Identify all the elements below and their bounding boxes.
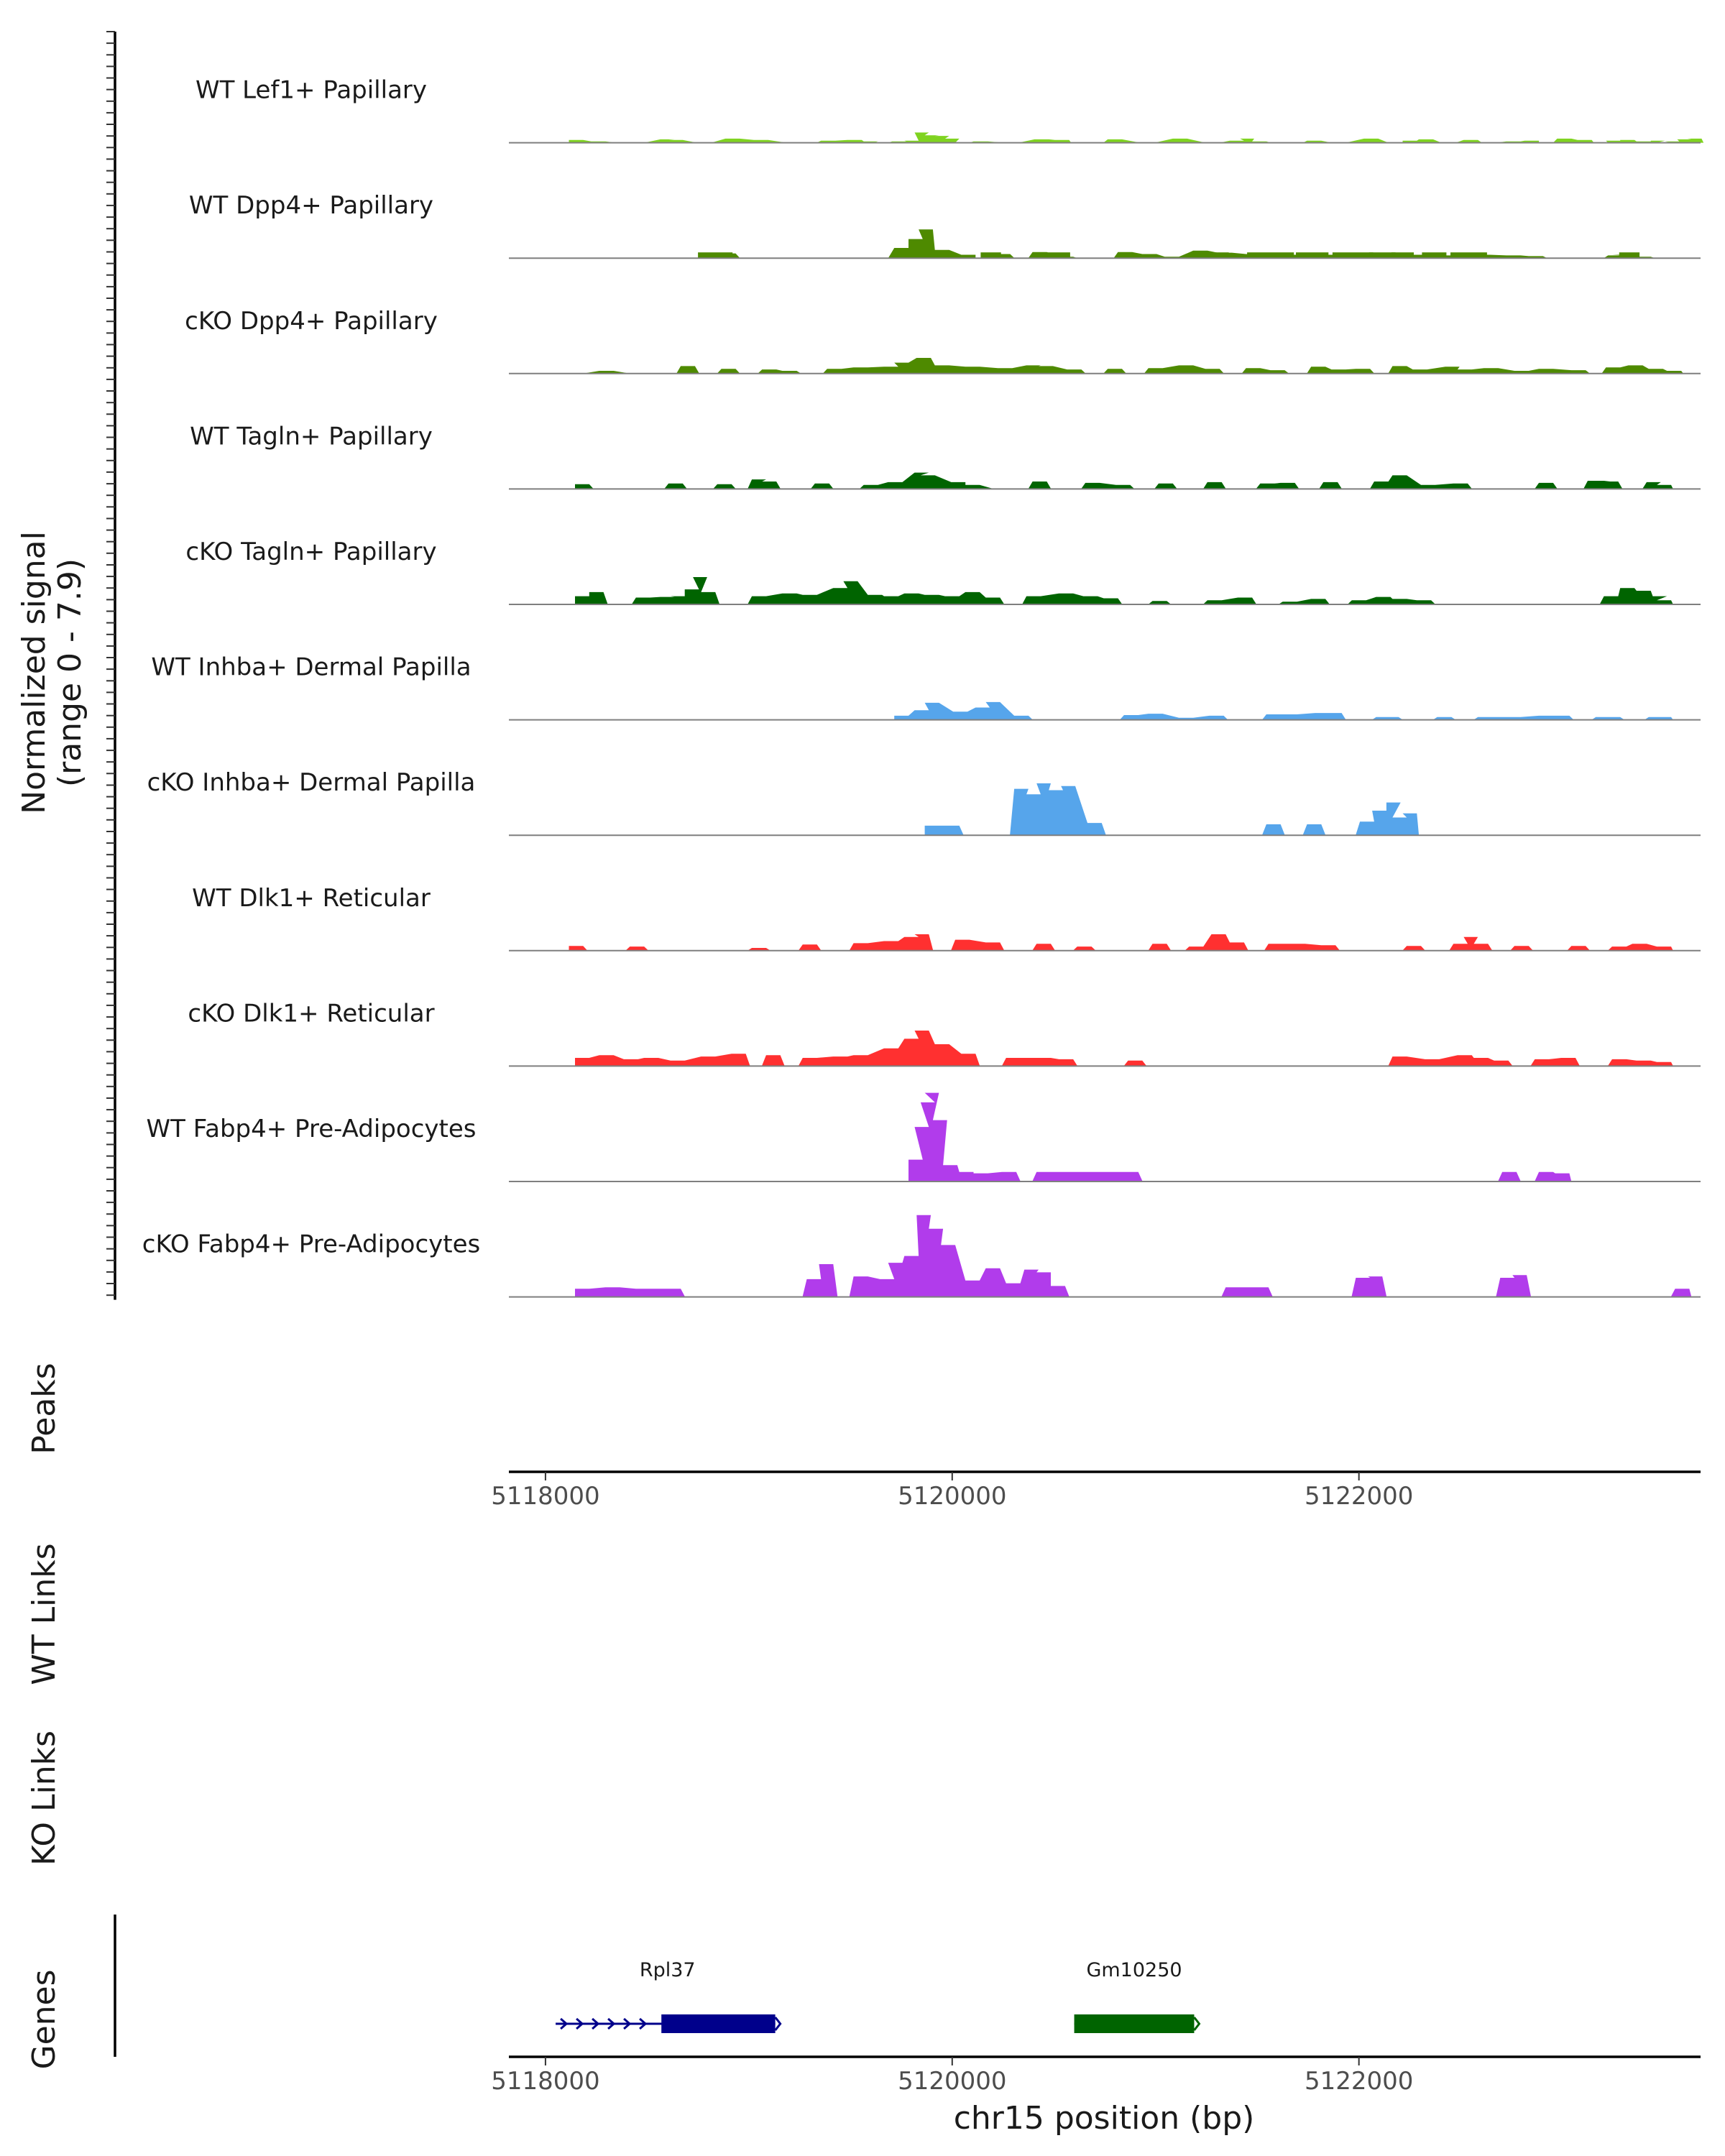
coverage-area bbox=[575, 472, 1673, 489]
coverage-segment bbox=[1200, 252, 1229, 259]
track-cko-tagln-papillary: cKO Tagln+ Papillary bbox=[185, 538, 1701, 605]
coverage-segment bbox=[980, 252, 1001, 259]
coverage-segment bbox=[1296, 252, 1329, 259]
strand-arrow bbox=[576, 2017, 584, 2030]
strand-arrow bbox=[607, 2017, 616, 2030]
gene-exon bbox=[661, 2014, 776, 2033]
gene-label: Rpl37 bbox=[640, 1959, 696, 1981]
coverage-area bbox=[894, 701, 1673, 720]
track-label: cKO Dlk1+ Reticular bbox=[188, 999, 434, 1028]
genes-x-axis: 5118000 5120000 5122000 bbox=[491, 2055, 1701, 2096]
x-tick-label: 5122000 bbox=[1305, 1482, 1413, 1511]
track-wt-dpp4-papillary: WT Dpp4+ Papillary bbox=[189, 191, 1701, 259]
track-label: WT Tagln+ Papillary bbox=[190, 422, 433, 451]
track-label: cKO Inhba+ Dermal Papilla bbox=[147, 768, 476, 797]
coverage-area bbox=[701, 229, 1694, 259]
coverage-segment bbox=[1619, 252, 1640, 259]
track-label: cKO Dpp4+ Papillary bbox=[185, 307, 438, 336]
gene-label: Gm10250 bbox=[1086, 1959, 1182, 1981]
strand-arrow bbox=[1193, 2017, 1201, 2031]
coverage-area bbox=[569, 132, 1704, 143]
panel-label-wt-links: WT Links bbox=[26, 1543, 63, 1685]
track-wt-inhba-dermal-papilla: WT Inhba+ Dermal Papilla bbox=[151, 653, 1701, 721]
y-axis bbox=[106, 31, 116, 1300]
coverage-area bbox=[908, 1092, 1572, 1181]
strand-arrow bbox=[560, 2017, 569, 2030]
track-cko-inhba-dermal-papilla: cKO Inhba+ Dermal Papilla bbox=[147, 768, 1701, 837]
x-tick-label: 5122000 bbox=[1305, 2067, 1413, 2096]
track-label: cKO Fabp4+ Pre-Adipocytes bbox=[142, 1230, 481, 1259]
x-tick-label: 5118000 bbox=[491, 2067, 599, 2096]
panel-label-peaks: Peaks bbox=[26, 1363, 63, 1454]
panel-label-ko-links: KO Links bbox=[26, 1731, 63, 1866]
gene-gm10250: Gm10250 bbox=[1074, 1959, 1201, 2033]
coverage-area bbox=[575, 1031, 1673, 1067]
track-label: WT Lef1+ Papillary bbox=[196, 76, 427, 105]
gene-exon bbox=[1074, 2014, 1195, 2033]
gene-track: Rpl37 Gm10250 bbox=[556, 1959, 1201, 2033]
x-axis-title: chr15 position (bp) bbox=[954, 2100, 1255, 2137]
track-label: WT Fabp4+ Pre-Adipocytes bbox=[147, 1115, 477, 1143]
coverage-segment bbox=[698, 252, 733, 259]
track-wt-fabp4-pre-adipocytes: WT Fabp4+ Pre-Adipocytes bbox=[147, 1092, 1701, 1182]
x-tick-label: 5118000 bbox=[491, 1482, 599, 1511]
y-axis-title: Normalized signal bbox=[16, 531, 52, 814]
coverage-segment bbox=[895, 252, 950, 259]
track-label: cKO Tagln+ Papillary bbox=[185, 538, 436, 566]
track-label: WT Inhba+ Dermal Papilla bbox=[151, 653, 471, 682]
x-tick-label: 5120000 bbox=[898, 2067, 1006, 2096]
coverage-area bbox=[924, 783, 1420, 836]
strand-arrow bbox=[774, 2017, 782, 2031]
coverage-area bbox=[575, 577, 1673, 604]
track-cko-dpp4-papillary: cKO Dpp4+ Papillary bbox=[185, 307, 1701, 374]
coverage-segment bbox=[1391, 252, 1414, 259]
track-wt-tagln-papillary: WT Tagln+ Papillary bbox=[190, 422, 1701, 490]
track-wt-dlk1-reticular: WT Dlk1+ Reticular bbox=[192, 884, 1701, 952]
coverage-area bbox=[569, 358, 1683, 374]
track-wt-lef1-papillary: WT Lef1+ Papillary bbox=[196, 76, 1704, 144]
coverage-segment bbox=[1247, 252, 1294, 259]
track-cko-fabp4-pre-adipocytes: cKO Fabp4+ Pre-Adipocytes bbox=[142, 1215, 1701, 1298]
track-label: WT Dpp4+ Papillary bbox=[189, 191, 433, 220]
peaks-x-axis: 5118000 5120000 5122000 bbox=[491, 1470, 1701, 1511]
coverage-segment bbox=[1368, 252, 1396, 259]
coverage-area bbox=[575, 1215, 1692, 1297]
coverage-area bbox=[569, 934, 1673, 951]
track-cko-dlk1-reticular: cKO Dlk1+ Reticular bbox=[188, 999, 1701, 1067]
gene-rpl37: Rpl37 bbox=[556, 1959, 782, 2033]
coverage-segment bbox=[1422, 252, 1447, 259]
strand-arrow bbox=[592, 2017, 600, 2030]
y-axis-range: (range 0 - 7.9) bbox=[52, 558, 88, 787]
panel-label-genes: Genes bbox=[26, 1969, 63, 2069]
coverage-segment bbox=[1037, 252, 1070, 259]
coverage-tracks: WT Lef1+ Papillary WT Dpp4+ Papillary cKO … bbox=[142, 76, 1704, 1298]
coverage-segment bbox=[1450, 252, 1487, 259]
coverage-segment bbox=[1332, 252, 1374, 259]
track-label: WT Dlk1+ Reticular bbox=[192, 884, 431, 913]
x-tick-label: 5120000 bbox=[898, 1482, 1006, 1511]
strand-arrow bbox=[623, 2017, 632, 2030]
strand-arrow bbox=[639, 2017, 648, 2030]
